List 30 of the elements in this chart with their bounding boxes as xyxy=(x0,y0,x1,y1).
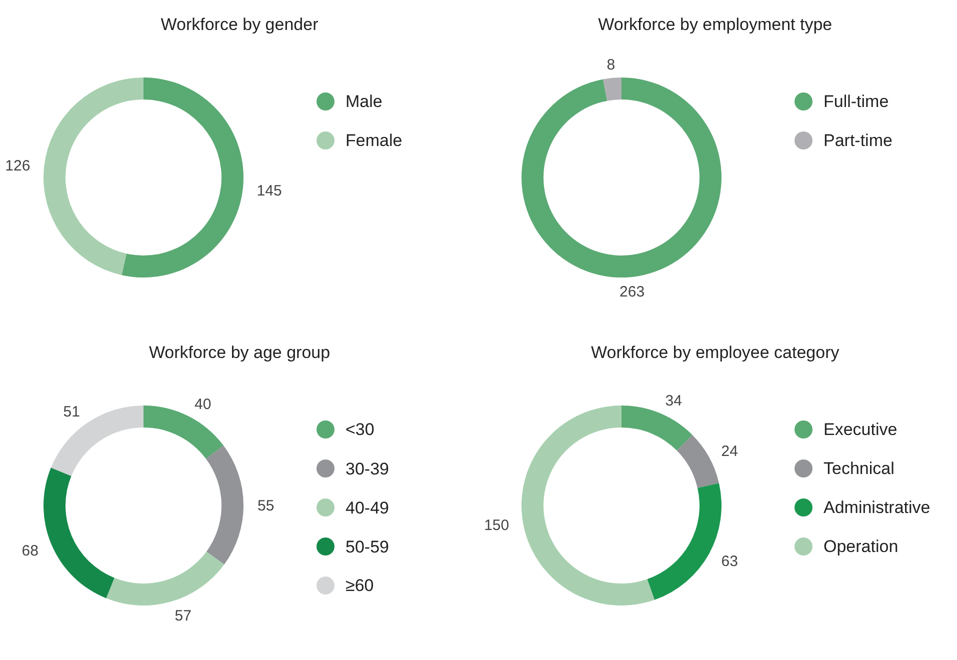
data-label: 51 xyxy=(63,403,80,420)
data-label: 145 xyxy=(256,182,282,200)
chart-title: Workforce by employee category xyxy=(591,343,840,362)
legend-label: Executive xyxy=(824,420,898,439)
legend-label: ≥60 xyxy=(346,576,374,595)
legend-label: Part-time xyxy=(824,131,892,150)
data-label: 68 xyxy=(22,542,38,560)
data-label: 150 xyxy=(484,517,510,534)
legend-label: Female xyxy=(346,131,402,150)
legend-label: Full-time xyxy=(824,92,889,111)
legend-label: 40-49 xyxy=(346,498,389,518)
data-label: 63 xyxy=(721,553,738,570)
data-label: 40 xyxy=(194,396,212,414)
chart-title: Workforce by employment type xyxy=(598,15,832,34)
data-label: 57 xyxy=(174,608,192,625)
legend-label: <30 xyxy=(346,420,374,439)
legend-label: Technical xyxy=(824,459,894,478)
legend-label: Male xyxy=(346,92,382,111)
chart-title: Workforce by age group xyxy=(148,343,330,362)
legend-label: Operation xyxy=(824,537,898,556)
data-label: 34 xyxy=(665,392,682,410)
legend-label: 50-59 xyxy=(346,538,389,556)
data-label: 126 xyxy=(5,157,30,174)
data-label: 24 xyxy=(721,442,738,460)
data-label: 263 xyxy=(620,284,645,301)
legend-label: 30-39 xyxy=(346,460,389,478)
chart-title: Workforce by gender xyxy=(160,15,319,34)
data-label: 55 xyxy=(258,497,274,514)
legend-label: Administrative xyxy=(824,498,930,517)
data-label: 8 xyxy=(606,56,616,74)
